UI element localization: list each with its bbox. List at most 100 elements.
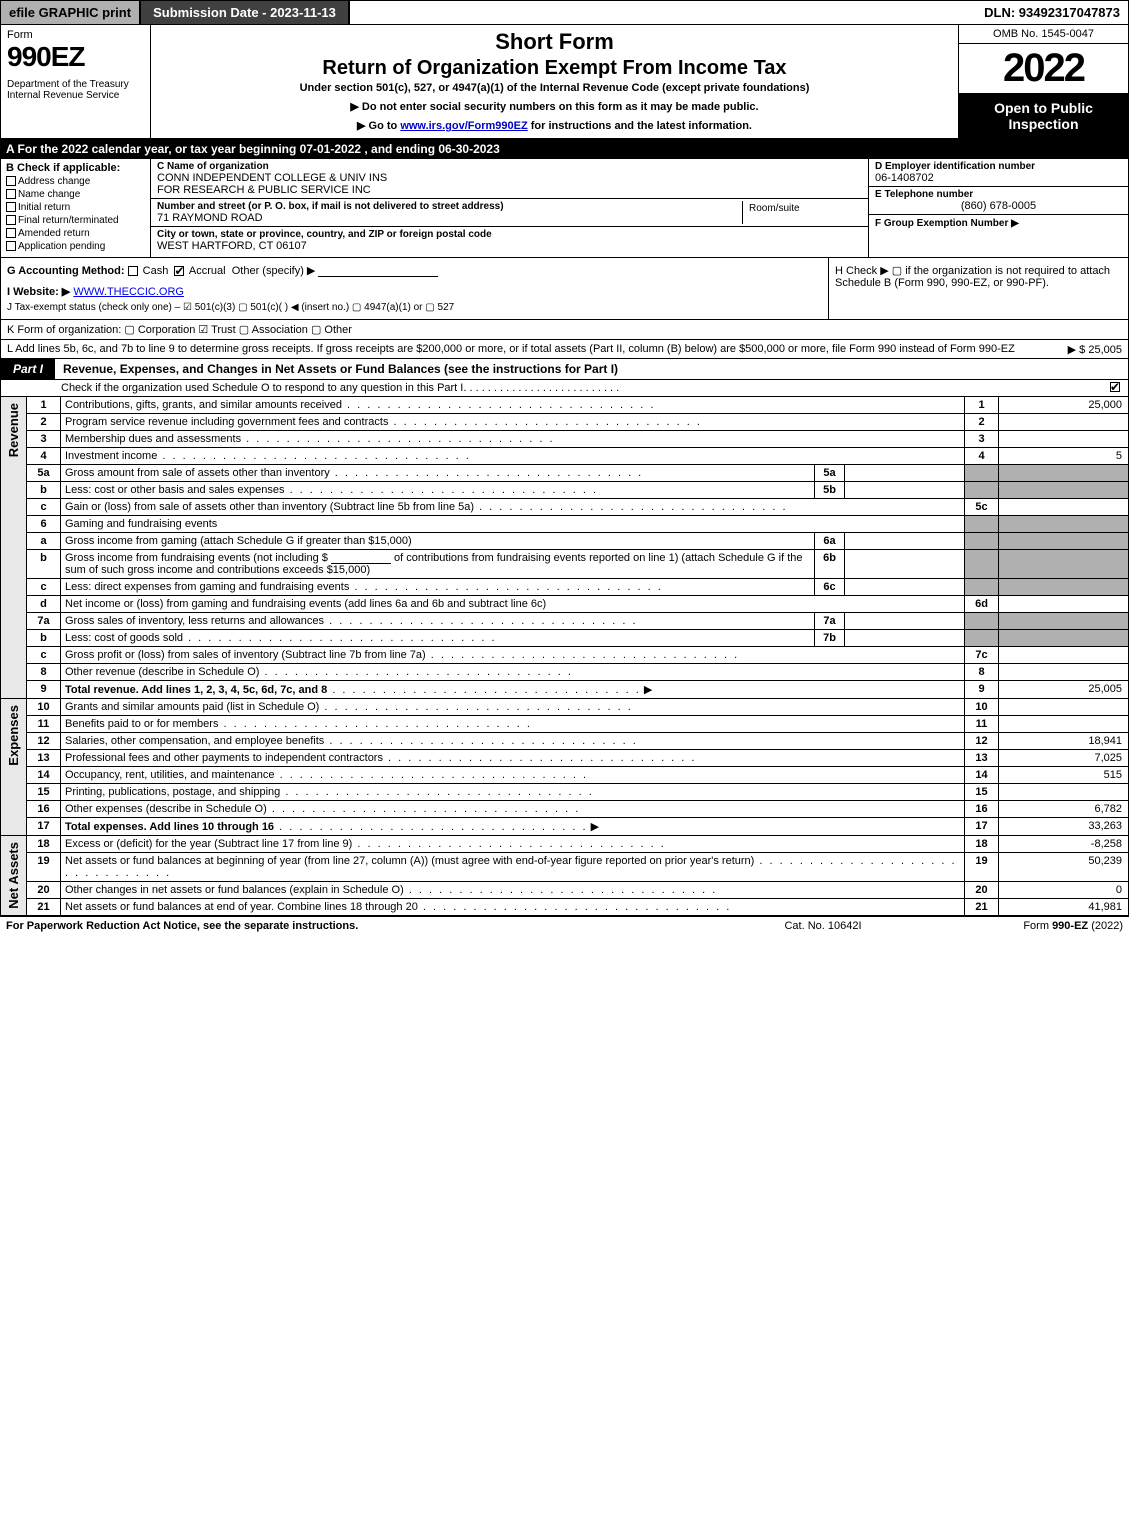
row-21: 21 Net assets or fund balances at end of… <box>1 899 1129 916</box>
form-number: 990EZ <box>7 41 144 73</box>
g-label: G Accounting Method: <box>7 265 125 277</box>
row-6c: c Less: direct expenses from gaming and … <box>1 579 1129 596</box>
header-left: Form 990EZ Department of the Treasury In… <box>1 25 151 138</box>
row-l-text: L Add lines 5b, 6c, and 7b to line 9 to … <box>7 343 1015 355</box>
other-specify-field[interactable] <box>318 265 438 277</box>
checkbox-accrual[interactable] <box>174 266 184 276</box>
row-6d: d Net income or (loss) from gaming and f… <box>1 596 1129 613</box>
checkbox-initial-return[interactable]: Initial return <box>6 202 145 213</box>
form-title: Return of Organization Exempt From Incom… <box>159 57 950 80</box>
spacer <box>350 1 976 24</box>
section-b-header: B Check if applicable: <box>6 162 145 174</box>
part1-checkbox[interactable] <box>1110 382 1120 392</box>
cash-label: Cash <box>143 265 169 277</box>
omb-number: OMB No. 1545-0047 <box>959 25 1128 44</box>
other-label: Other (specify) ▶ <box>232 265 316 277</box>
street-value: 71 RAYMOND ROAD <box>157 212 742 224</box>
dots: . . . . . . . . . . . . . . . . . . . . … <box>463 382 1102 394</box>
line-1-rnum: 1 <box>965 397 999 414</box>
row-16: 16 Other expenses (describe in Schedule … <box>1 801 1129 818</box>
top-bar: efile GRAPHIC print Submission Date - 20… <box>0 0 1129 25</box>
line-1-value: 25,000 <box>999 397 1129 414</box>
part1-tab: Part I <box>1 359 55 379</box>
city-cell: City or town, state or province, country… <box>151 227 868 254</box>
footer-center: Cat. No. 10642I <box>723 920 923 932</box>
row-2: 2 Program service revenue including gove… <box>1 414 1129 431</box>
row-l: L Add lines 5b, 6c, and 7b to line 9 to … <box>0 340 1129 359</box>
website-link[interactable]: WWW.THECCIC.ORG <box>73 286 184 298</box>
row-17: 17 Total expenses. Add lines 10 through … <box>1 818 1129 836</box>
open-to-public: Open to Public Inspection <box>959 94 1128 138</box>
row-5b: b Less: cost or other basis and sales ex… <box>1 482 1129 499</box>
section-b: B Check if applicable: Address change Na… <box>1 159 151 257</box>
line-1-num: 1 <box>27 397 61 414</box>
org-name-label: C Name of organization <box>157 161 862 172</box>
ein-label: D Employer identification number <box>875 161 1122 172</box>
row-6: 6 Gaming and fundraising events <box>1 516 1129 533</box>
gh-row: G Accounting Method: Cash Accrual Other … <box>0 258 1129 320</box>
row-15: 15 Printing, publications, postage, and … <box>1 784 1129 801</box>
header-right: OMB No. 1545-0047 2022 Open to Public In… <box>958 25 1128 138</box>
row-7a: 7a Gross sales of inventory, less return… <box>1 613 1129 630</box>
street-label: Number and street (or P. O. box, if mail… <box>157 201 742 212</box>
street-cell: Number and street (or P. O. box, if mail… <box>157 201 742 224</box>
footer-left: For Paperwork Reduction Act Notice, see … <box>6 920 723 932</box>
checkbox-amended-return[interactable]: Amended return <box>6 228 145 239</box>
room-label: Room/suite <box>749 203 800 214</box>
goto-pre: ▶ Go to <box>357 120 400 132</box>
room-cell: Room/suite <box>742 201 862 224</box>
submission-date: Submission Date - 2023-11-13 <box>141 1 350 24</box>
checkbox-application-pending[interactable]: Application pending <box>6 241 145 252</box>
checkbox-final-return[interactable]: Final return/terminated <box>6 215 145 226</box>
efile-print-button[interactable]: efile GRAPHIC print <box>1 1 141 24</box>
checkbox-address-change[interactable]: Address change <box>6 176 145 187</box>
irs-link[interactable]: www.irs.gov/Form990EZ <box>400 120 527 132</box>
phone-label: E Telephone number <box>875 189 1122 200</box>
city-value: WEST HARTFORD, CT 06107 <box>157 240 862 252</box>
section-c: C Name of organization CONN INDEPENDENT … <box>151 159 868 257</box>
city-label: City or town, state or province, country… <box>157 229 862 240</box>
row-18: Net Assets 18 Excess or (deficit) for th… <box>1 836 1129 853</box>
ein-value: 06-1408702 <box>875 172 1122 184</box>
ssn-warning: ▶ Do not enter social security numbers o… <box>159 100 950 113</box>
goto-post: for instructions and the latest informat… <box>528 120 752 132</box>
row-11: 11 Benefits paid to or for members 11 <box>1 716 1129 733</box>
line-1-desc: Contributions, gifts, grants, and simila… <box>61 397 965 414</box>
row-6b: b Gross income from fundraising events (… <box>1 550 1129 579</box>
row-1: Revenue 1 Contributions, gifts, grants, … <box>1 397 1129 414</box>
department-label: Department of the Treasury Internal Reve… <box>7 79 144 101</box>
checkbox-cash[interactable] <box>128 266 138 276</box>
org-name-cell: C Name of organization CONN INDEPENDENT … <box>151 159 868 199</box>
group-exemption-cell: F Group Exemption Number ▶ <box>869 215 1128 231</box>
row-7c: c Gross profit or (loss) from sales of i… <box>1 647 1129 664</box>
tax-year: 2022 <box>959 44 1128 94</box>
row-3: 3 Membership dues and assessments 3 <box>1 431 1129 448</box>
i-label: I Website: ▶ <box>7 286 70 298</box>
row-8: 8 Other revenue (describe in Schedule O)… <box>1 664 1129 681</box>
checkbox-name-change[interactable]: Name change <box>6 189 145 200</box>
row-l-amount: ▶ $ 25,005 <box>1068 343 1122 356</box>
accrual-label: Accrual <box>189 265 226 277</box>
row-g: G Accounting Method: Cash Accrual Other … <box>1 258 828 319</box>
row-20: 20 Other changes in net assets or fund b… <box>1 882 1129 899</box>
form-subtitle: Under section 501(c), 527, or 4947(a)(1)… <box>159 82 950 94</box>
side-revenue: Revenue <box>1 397 27 699</box>
group-exemption-label: F Group Exemption Number ▶ <box>875 218 1019 229</box>
side-expenses: Expenses <box>1 699 27 836</box>
row-j: J Tax-exempt status (check only one) – ☑… <box>7 302 822 313</box>
row-4: 4 Investment income 4 5 <box>1 448 1129 465</box>
part1-check-row: Check if the organization used Schedule … <box>0 380 1129 397</box>
side-netassets: Net Assets <box>1 836 27 916</box>
phone-cell: E Telephone number (860) 678-0005 <box>869 187 1128 215</box>
row-7b: b Less: cost of goods sold 7b <box>1 630 1129 647</box>
row-10: Expenses 10 Grants and similar amounts p… <box>1 699 1129 716</box>
page-footer: For Paperwork Reduction Act Notice, see … <box>0 916 1129 935</box>
row-13: 13 Professional fees and other payments … <box>1 750 1129 767</box>
part1-table: Revenue 1 Contributions, gifts, grants, … <box>0 397 1129 916</box>
row-k: K Form of organization: ▢ Corporation ☑ … <box>0 320 1129 340</box>
info-block: B Check if applicable: Address change Na… <box>0 159 1129 258</box>
footer-right: Form 990-EZ (2022) <box>923 920 1123 932</box>
form-word: Form <box>7 29 144 41</box>
row-14: 14 Occupancy, rent, utilities, and maint… <box>1 767 1129 784</box>
row-a-tax-year: A For the 2022 calendar year, or tax yea… <box>0 139 1129 159</box>
